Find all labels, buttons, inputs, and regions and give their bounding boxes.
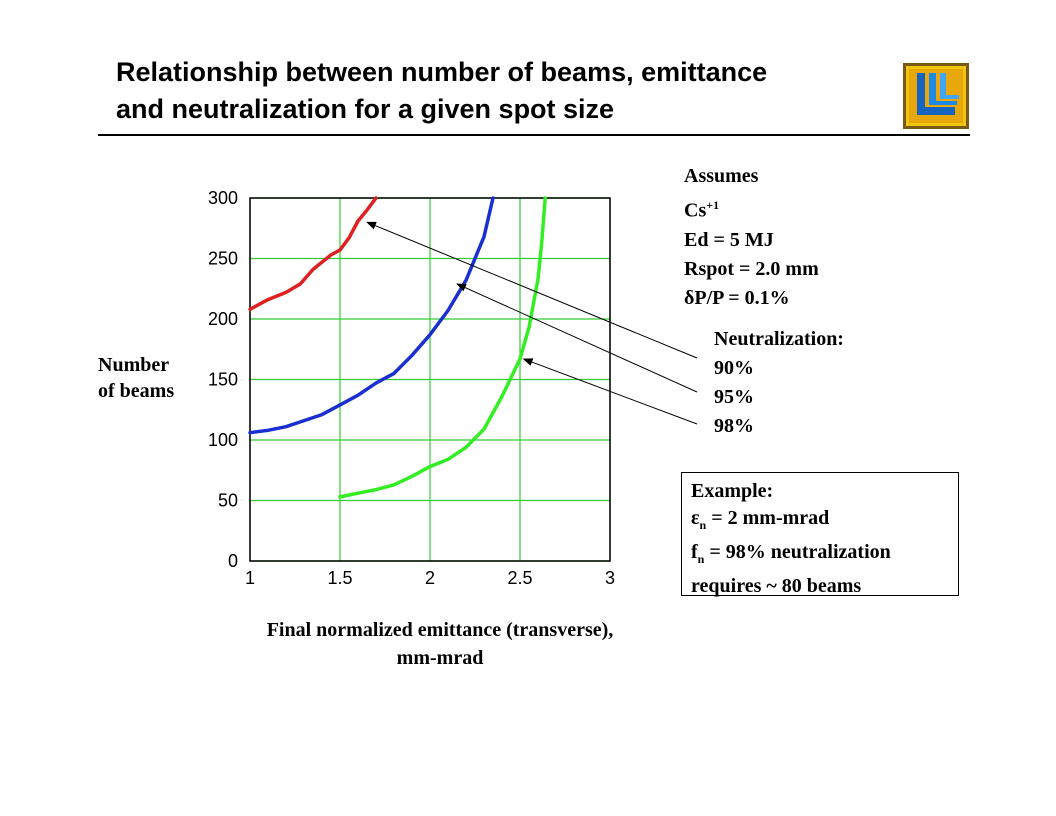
slide-title: Relationship between number of beams, em… <box>116 54 876 128</box>
y-tick-label-5: 250 <box>208 249 238 269</box>
x-tick-label-0: 1 <box>245 568 255 588</box>
example-emittance: εn = 2 mm-mrad <box>691 505 958 539</box>
y-tick-label-0: 0 <box>228 551 238 571</box>
y-tick-label-3: 150 <box>208 370 238 390</box>
annotation-arrow-95-percent <box>456 283 698 393</box>
title-divider <box>98 134 970 136</box>
y-axis-label: Number of beams <box>98 352 174 404</box>
neutralization-level-90: 90% <box>714 357 754 379</box>
y-tick-label-6: 300 <box>208 188 238 208</box>
neutralization-value: = 98% neutralization <box>704 541 891 563</box>
x-tick-label-2: 2 <box>425 568 435 588</box>
y-tick-label-4: 200 <box>208 309 238 329</box>
x-tick-label-3: 2.5 <box>507 568 532 588</box>
assumptions-block: Assumes Cs+1 Ed = 5 MJ Rspot = 2.0 mm δP… <box>684 162 819 313</box>
ion-charge: +1 <box>706 198 720 212</box>
delta-symbol: δ <box>684 286 695 309</box>
ion-species: Cs+1 <box>684 191 819 226</box>
y-tick-label-2: 100 <box>208 430 238 450</box>
example-heading: Example: <box>691 480 774 502</box>
example-box: Example: εn = 2 mm-mrad fn = 98% neutral… <box>681 472 959 597</box>
slide-title-line-2: and neutralization for a given spot size <box>116 94 615 124</box>
x-tick-label-4: 3 <box>605 568 615 588</box>
neutralization-legend: Neutralization: 90% 95% 98% <box>714 325 844 441</box>
f-symbol: f <box>691 541 698 563</box>
x-axis-label: Final normalized emittance (transverse),… <box>200 616 680 672</box>
neutralization-level-95: 95% <box>714 386 754 408</box>
epsilon-symbol: ε <box>691 507 700 529</box>
x-tick-label-1: 1.5 <box>327 568 352 588</box>
x-axis-label-line-2: mm-mrad <box>396 647 484 669</box>
y-axis-label-line-1: Number <box>98 354 170 376</box>
energy-value: Ed = 5 MJ <box>684 228 774 251</box>
f-subscript: n <box>697 552 705 566</box>
momentum-spread-value: δP/P = 0.1% <box>684 284 819 313</box>
plot-border <box>249 197 611 562</box>
annotation-arrow-98-percent <box>522 358 698 425</box>
series-line-90-percent <box>248 196 378 312</box>
example-neutralization: fn = 98% neutralization <box>691 539 958 573</box>
llnl-logo-icon <box>903 63 969 129</box>
neutralization-level-98: 98% <box>714 415 754 437</box>
ion-symbol: Cs <box>684 199 707 222</box>
annotation-arrow-90-percent <box>366 221 698 359</box>
neutralization-heading: Neutralization: <box>714 328 844 350</box>
x-axis-label-line-1: Final normalized emittance (transverse), <box>266 619 614 641</box>
slide-title-line-1: Relationship between number of beams, em… <box>116 57 768 87</box>
series-line-98-percent <box>338 196 547 499</box>
epsilon-subscript: n <box>699 518 707 532</box>
emittance-value: = 2 mm-mrad <box>706 507 830 529</box>
y-tick-label-1: 50 <box>218 491 238 511</box>
example-result: requires ~ 80 beams <box>691 575 862 597</box>
assumptions-heading: Assumes <box>684 165 759 187</box>
momentum-spread-text: P/P = 0.1% <box>694 286 790 309</box>
y-axis-label-line-2: of beams <box>98 380 175 402</box>
spot-radius-value: Rspot = 2.0 mm <box>684 257 819 280</box>
